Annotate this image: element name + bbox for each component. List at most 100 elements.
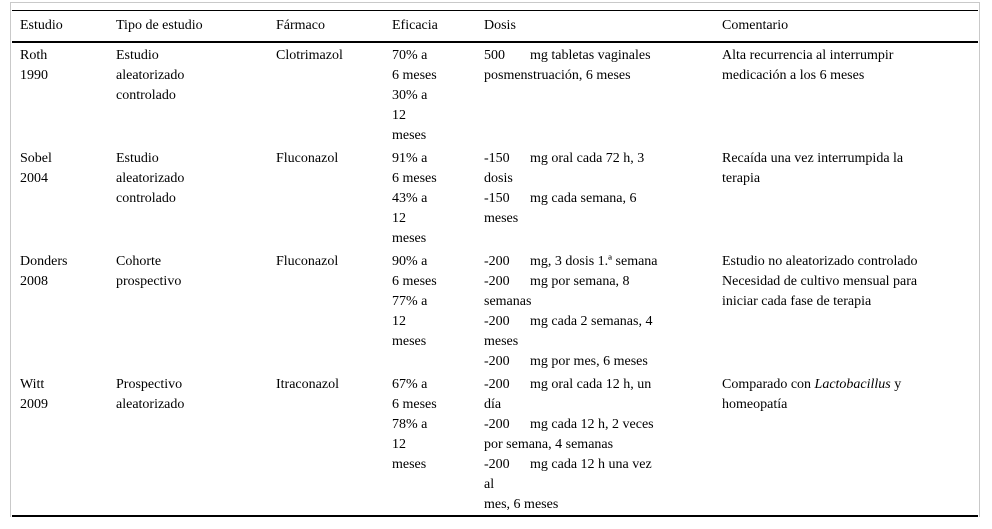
cell-tipo-de-estudio: Estudio aleatorizado controlado [116, 149, 276, 249]
cell-tipo-de-estudio-line: controlado [116, 88, 176, 103]
cell-estudio-line: 2008 [20, 274, 48, 289]
cell-tipo-de-estudio: Estudio aleatorizado controlado [116, 46, 276, 146]
cell-comentario: Comparado con Lactobacillus y homeopatía [722, 375, 978, 515]
plain-text: y [890, 377, 902, 392]
cell-farmaco-line: Fluconazol [276, 151, 339, 166]
italic-text: Lactobacillus [814, 377, 891, 392]
cell-eficacia-line: 30% a [392, 88, 428, 103]
cell-comentario-line: Recaída una vez interrumpida la [722, 151, 904, 166]
cell-farmaco: Clotrimazol [276, 46, 392, 146]
cell-estudio-line: Sobel [20, 151, 52, 166]
cell-farmaco: Fluconazol [276, 252, 392, 372]
cell-comentario-line: Necesidad de cultivo mensual para [722, 274, 918, 289]
cell-comentario: Recaída una vez interrumpida la terapia [722, 149, 978, 249]
dose-entry: -150 mg cada semana, 6 [484, 189, 716, 209]
cell-tipo-de-estudio-line: Prospectivo [116, 377, 183, 392]
dose-description: mg por semana, 8 [530, 274, 630, 289]
cell-eficacia-line: 90% a [392, 254, 428, 269]
cell-estudio-line: Roth [20, 48, 48, 63]
cell-estudio-line: 1990 [20, 68, 48, 83]
column-header-eficacia: Eficacia [392, 18, 438, 33]
dose-description: mg tabletas vaginales [530, 48, 651, 63]
dose-description-continuation: día [484, 397, 502, 412]
cell-eficacia-line: 12 [392, 211, 406, 226]
cell-eficacia-line: 6 meses [392, 68, 437, 83]
cell-tipo-de-estudio: Prospectivo aleatorizado [116, 375, 276, 515]
dose-entry: -200 mg cada 2 semanas, 4 [484, 312, 716, 332]
cell-dosis: -150 mg oral cada 72 h, 3 dosis -150 mg cada… [484, 149, 722, 249]
dose-description-continuation: semanas [484, 294, 532, 309]
cell-comentario-line: iniciar cada fase de terapia [722, 294, 872, 309]
cell-farmaco-line: Itraconazol [276, 377, 339, 392]
cell-tipo-de-estudio: Cohorte prospectivo [116, 252, 276, 372]
clinical-studies-table: Estudio Tipo de estudio Fármaco Eficacia… [12, 10, 978, 517]
cell-estudio-line: Witt [20, 377, 45, 392]
cell-tipo-de-estudio-line: aleatorizado [116, 171, 185, 186]
table-row: Sobel 2004 Estudio aleatorizado controlado Fl… [12, 146, 978, 249]
dose-entry: 500 mg tabletas vaginales [484, 46, 716, 66]
cell-eficacia-line: 12 [392, 437, 406, 452]
dose-description: mg oral cada 12 h, un [530, 377, 652, 392]
cell-farmaco-line: Fluconazol [276, 254, 339, 269]
cell-estudio: Witt 2009 [12, 375, 116, 515]
cell-farmaco: Fluconazol [276, 149, 392, 249]
dose-description-continuation: posmenstruación, 6 meses [484, 68, 631, 83]
cell-comentario-line: Estudio no aleatorizado controlado [722, 254, 918, 269]
cell-dosis: -200 mg, 3 dosis 1.ª semana -200 mg por sem… [484, 252, 722, 372]
column-header-dosis: Dosis [484, 18, 516, 33]
dose-description-continuation: mes, 6 meses [484, 497, 559, 512]
cell-comentario-line: Alta recurrencia al interrumpir [722, 48, 894, 63]
dose-amount: -200 [484, 457, 510, 472]
cell-tipo-de-estudio-line: Cohorte [116, 254, 162, 269]
dose-description: mg cada 12 h, 2 veces [530, 417, 654, 432]
plain-text: Comparado con [722, 377, 815, 392]
cell-tipo-de-estudio-line: aleatorizado [116, 68, 185, 83]
dose-description-continuation: meses [484, 211, 519, 226]
cell-eficacia-line: meses [392, 128, 427, 143]
dose-entry: -150 mg oral cada 72 h, 3 [484, 149, 716, 169]
cell-dosis: 500 mg tabletas vaginales posmenstruación,… [484, 46, 722, 146]
table-row: Donders 2008 Cohorte prospectivo Fluconazol 9… [12, 249, 978, 372]
cell-dosis: -200 mg oral cada 12 h, un día -200 mg cada … [484, 375, 722, 515]
table-header-row: Estudio Tipo de estudio Fármaco Eficacia… [12, 11, 978, 43]
cell-tipo-de-estudio-line: Estudio [116, 48, 159, 63]
dose-amount: -200 [484, 254, 510, 269]
cell-tipo-de-estudio-line: prospectivo [116, 274, 182, 289]
cell-farmaco: Itraconazol [276, 375, 392, 515]
cell-farmaco-line: Clotrimazol [276, 48, 343, 63]
cell-estudio-line: Donders [20, 254, 68, 269]
cell-eficacia: 70% a 6 meses 30% a 12 meses [392, 46, 484, 146]
cell-estudio: Roth 1990 [12, 46, 116, 146]
cell-eficacia: 90% a 6 meses 77% a 12 meses [392, 252, 484, 372]
column-header-estudio: Estudio [20, 18, 63, 33]
dose-entry: -200 mg oral cada 12 h, un [484, 375, 716, 395]
dose-description-continuation: por semana, 4 semanas [484, 437, 614, 452]
cell-eficacia-line: 78% a [392, 417, 428, 432]
cell-eficacia-line: 67% a [392, 377, 428, 392]
dose-description: mg cada semana, 6 [530, 191, 637, 206]
cell-tipo-de-estudio-line: aleatorizado [116, 397, 185, 412]
cell-estudio: Donders 2008 [12, 252, 116, 372]
dose-entry: -200 mg por semana, 8 [484, 272, 716, 292]
cell-comentario-line: homeopatía [722, 397, 788, 412]
dose-amount: -200 [484, 377, 510, 392]
dose-amount: -200 [484, 274, 510, 289]
column-header-farmaco: Fármaco [276, 18, 325, 33]
cell-estudio: Sobel 2004 [12, 149, 116, 249]
cell-comentario-line: terapia [722, 171, 761, 186]
cell-eficacia-line: 43% a [392, 191, 428, 206]
table-row: Witt 2009 Prospectivo aleatorizado Itraconaz… [12, 372, 978, 515]
cell-eficacia-line: meses [392, 457, 427, 472]
cell-eficacia-line: 77% a [392, 294, 428, 309]
dose-description: mg, 3 dosis 1.ª semana [530, 254, 658, 269]
dose-amount: -200 [484, 314, 510, 329]
dose-entry: -200 mg, 3 dosis 1.ª semana [484, 252, 716, 272]
dose-description: mg cada 2 semanas, 4 [530, 314, 653, 329]
cell-eficacia-line: 70% a [392, 48, 428, 63]
dose-amount: -150 [484, 151, 510, 166]
cell-comentario-line: medicación a los 6 meses [722, 68, 865, 83]
cell-eficacia-line: meses [392, 231, 427, 246]
cell-eficacia-line: meses [392, 334, 427, 349]
dose-amount: 500 [484, 48, 505, 63]
cell-eficacia: 91% a 6 meses 43% a 12 meses [392, 149, 484, 249]
